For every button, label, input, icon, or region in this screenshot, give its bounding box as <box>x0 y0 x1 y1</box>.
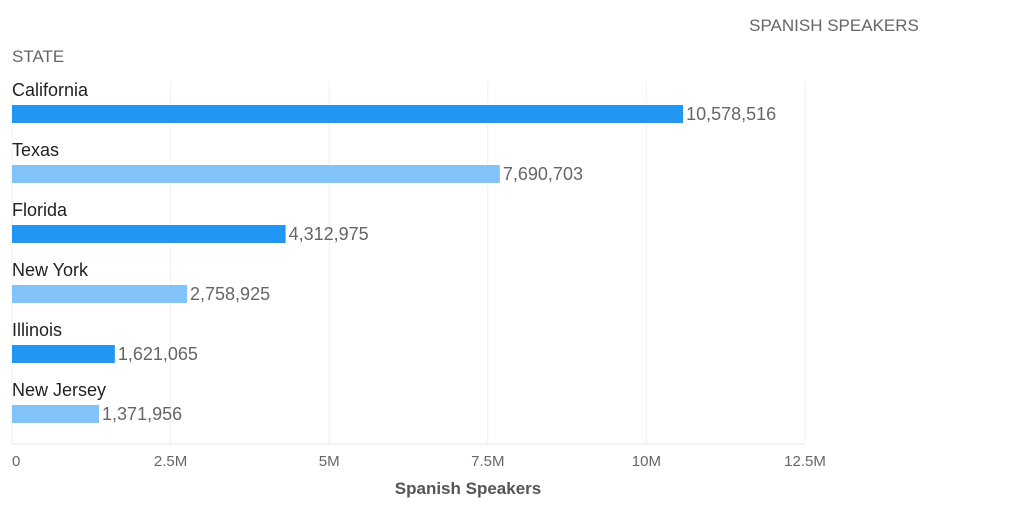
bar-value-label: 1,621,065 <box>118 344 198 364</box>
category-label: California <box>12 80 89 100</box>
bar[interactable] <box>12 345 115 363</box>
category-label: New York <box>12 260 89 280</box>
x-tick-label: 5M <box>319 453 340 470</box>
bar[interactable] <box>12 405 100 423</box>
bar[interactable] <box>12 285 188 303</box>
bar-layer <box>12 105 684 423</box>
x-tick-label: 12.5M <box>784 453 826 470</box>
value-column-header: SPANISH SPEAKERS <box>749 16 919 35</box>
bar[interactable] <box>12 165 500 183</box>
x-tick-label: 0 <box>12 453 20 470</box>
category-label: New Jersey <box>12 380 106 400</box>
bar-value-label: 10,578,516 <box>686 104 776 124</box>
grid-layer <box>11 82 806 445</box>
bar-value-label: 1,371,956 <box>102 404 182 424</box>
category-label: Illinois <box>12 320 62 340</box>
category-column-header: STATE <box>12 47 64 66</box>
bar-value-label: 4,312,975 <box>289 224 369 244</box>
x-tick-label: 2.5M <box>154 453 187 470</box>
x-tick-label: 10M <box>632 453 661 470</box>
bar[interactable] <box>12 105 684 123</box>
bar[interactable] <box>12 225 286 243</box>
bar-value-label: 7,690,703 <box>503 164 583 184</box>
x-tick-label: 7.5M <box>471 453 504 470</box>
bar-value-label: 2,758,925 <box>190 284 270 304</box>
category-label: Florida <box>12 200 68 220</box>
category-label: Texas <box>12 140 59 160</box>
x-axis-title: Spanish Speakers <box>395 479 541 498</box>
label-layer: 0 2.5M 5M 7.5M 10M 12.5M California 10,578,516 T… <box>12 80 826 470</box>
